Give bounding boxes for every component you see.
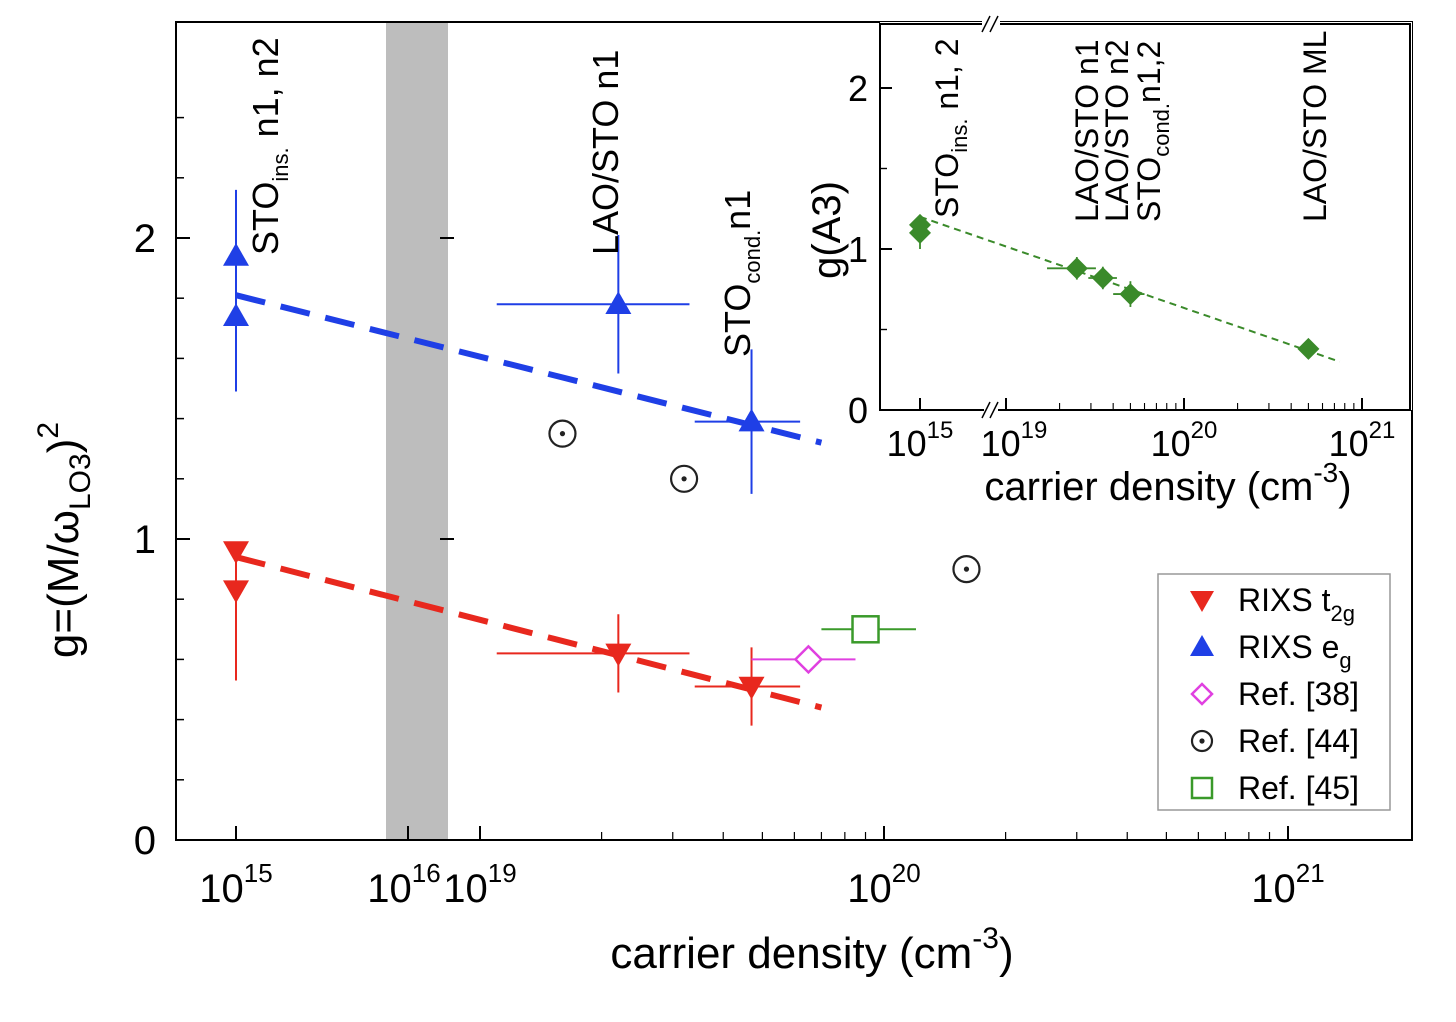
inset-x-axis-label: carrier density (cm-3) [984, 457, 1351, 509]
data-point [1088, 266, 1117, 290]
data-point [1047, 257, 1096, 280]
inset-x-tick-label: 1021 [1329, 417, 1396, 464]
main-y-axis-label: g=(M/ωLO3)2 [32, 422, 97, 658]
legend-label: RIXS t2g [1238, 582, 1355, 626]
legend-label: Ref. [44] [1238, 723, 1359, 759]
inset-x-tick-label: 1019 [981, 417, 1048, 464]
data-point [1297, 337, 1320, 360]
legend-entry: Ref. [38] [1190, 676, 1359, 712]
inset-y-tick-label: 1 [848, 229, 868, 270]
inset-y-ticks: 0 1 2 [848, 68, 892, 431]
inset-annotation-sto-ins: STOins. n1, 2 [929, 38, 972, 218]
inset-annotation-sto-cond: STOcond.n1,2 [1131, 41, 1174, 222]
data-point [548, 419, 577, 448]
inset-annotation-lao-sto-ml: LAO/STO ML [1297, 31, 1333, 222]
data-point [909, 216, 931, 249]
fit-line [235, 292, 823, 446]
data-point [669, 464, 699, 493]
legend-entry: Ref. [44] [1190, 723, 1359, 759]
annotation-lao-sto-n1: LAO/STO n1 [585, 50, 626, 255]
inset-background [880, 22, 1412, 410]
inset-x-ticks: 1015 1019 1020 1021 [887, 398, 1396, 464]
main-x-tick-label: 1020 [847, 858, 920, 911]
legend-entry: RIXS t2g [1190, 582, 1355, 626]
main-data-points [223, 189, 981, 726]
main-y-tick-label: 1 [134, 518, 156, 562]
inset-axis-break-marks [981, 14, 1000, 420]
data-point [952, 554, 981, 584]
main-x-ticks: 1015 1016 1019 1020 1021 [199, 826, 1325, 911]
inset-y-tick-label: 2 [848, 68, 868, 109]
inset-data-points [909, 213, 1320, 360]
main-x-tick-label: 1021 [1251, 858, 1324, 911]
legend-label: Ref. [38] [1238, 676, 1359, 712]
data-point [223, 189, 249, 392]
main-x-tick-label: 1015 [199, 858, 272, 911]
axis-break-band [386, 23, 448, 839]
inset-x-tick-label: 1020 [1151, 417, 1218, 464]
inset-annotation-lao-sto-n2: LAO/STO n2 [1099, 39, 1135, 222]
main-fit-lines [235, 292, 823, 711]
inset-y-axis-label: g(A3) [805, 181, 849, 279]
data-point [496, 234, 690, 374]
data-point [821, 615, 916, 644]
annotation-sto-ins: STOins. n1, n2 [245, 37, 293, 255]
fit-line [235, 554, 823, 711]
data-point [694, 349, 801, 494]
main-y-ticks: 0 1 2 [134, 116, 454, 863]
main-y-tick-label: 0 [134, 819, 156, 863]
data-point [223, 545, 249, 681]
main-x-tick-label: 1019 [443, 858, 516, 911]
legend-entry: Ref. [45] [1190, 770, 1359, 806]
data-point [1113, 281, 1145, 307]
main-x-axis-label: carrier density (cm-3) [610, 922, 1013, 978]
inset-x-tick-label: 1015 [887, 417, 954, 464]
main-y-tick-label: 2 [134, 217, 156, 261]
legend-entry: RIXS eg [1190, 629, 1352, 673]
inset-y-tick-label: 0 [848, 390, 868, 431]
legend-label: Ref. [45] [1238, 770, 1359, 806]
annotation-sto-cond: STOcond.n1 [717, 190, 765, 357]
main-x-tick-label: 1016 [367, 858, 440, 911]
data-point [496, 614, 690, 693]
inset-annotation-lao-sto-n1: LAO/STO n1 [1069, 39, 1105, 222]
data-point [751, 644, 856, 675]
legend-label: RIXS eg [1238, 629, 1352, 673]
data-point [694, 647, 801, 726]
